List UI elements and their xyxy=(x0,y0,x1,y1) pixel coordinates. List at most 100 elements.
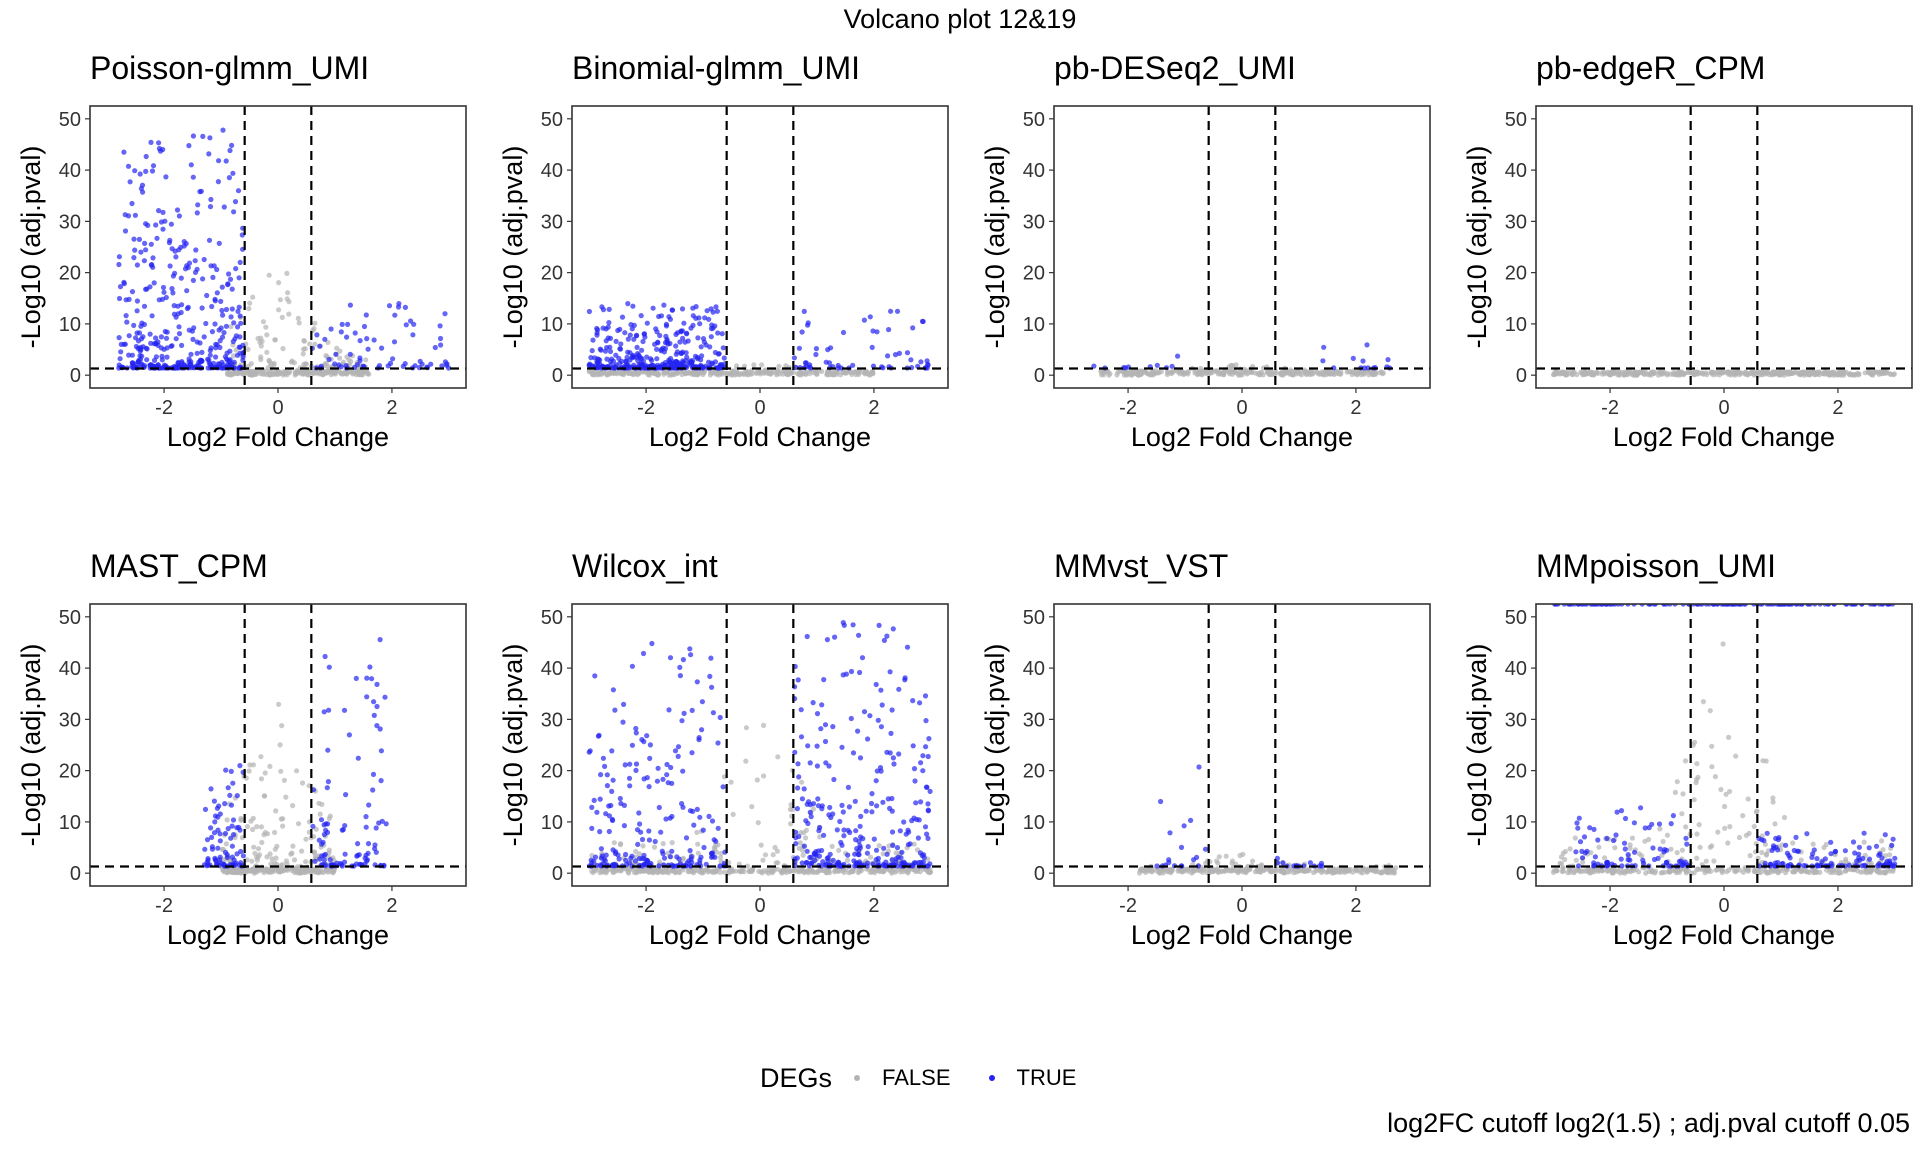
point-true xyxy=(338,329,344,335)
point-false xyxy=(586,368,592,374)
point-true xyxy=(1627,857,1633,863)
point-true xyxy=(841,827,847,833)
y-tick-label: 50 xyxy=(541,607,563,629)
x-tick-label: 2 xyxy=(1350,895,1361,917)
point-true xyxy=(639,737,645,743)
point-false xyxy=(876,843,882,849)
point-true xyxy=(591,797,597,803)
point-true xyxy=(323,821,329,827)
point-true xyxy=(212,321,218,327)
point-true xyxy=(227,276,234,282)
point-true xyxy=(129,360,135,366)
point-true xyxy=(1158,798,1164,805)
point-true xyxy=(118,349,124,355)
point-false xyxy=(305,869,311,875)
point-false xyxy=(264,854,270,860)
point-true xyxy=(709,360,715,366)
point-true xyxy=(603,338,609,344)
point-false xyxy=(664,869,670,875)
point-true xyxy=(840,329,847,336)
point-false xyxy=(711,369,717,375)
point-true xyxy=(910,698,916,704)
point-true xyxy=(125,163,132,169)
point-false xyxy=(1146,371,1152,377)
point-true xyxy=(222,801,228,807)
point-true xyxy=(151,341,157,347)
point-false xyxy=(1156,869,1162,876)
point-true xyxy=(640,650,647,657)
point-false xyxy=(273,855,279,861)
point-false xyxy=(617,842,624,848)
point-true xyxy=(798,707,804,713)
point-true xyxy=(219,334,226,340)
point-false xyxy=(1879,369,1885,375)
point-true xyxy=(1771,845,1777,851)
point-true xyxy=(184,288,190,294)
point-true xyxy=(193,247,199,253)
point-true xyxy=(215,179,221,185)
point-false xyxy=(256,868,262,874)
point-true xyxy=(1887,858,1893,864)
point-true xyxy=(808,814,814,820)
point-true xyxy=(626,775,633,781)
point-false xyxy=(323,868,329,874)
point-false xyxy=(299,780,306,786)
point-false xyxy=(1572,835,1578,841)
point-true xyxy=(719,331,725,337)
point-true xyxy=(1573,849,1579,855)
point-false xyxy=(1799,369,1805,376)
point-false xyxy=(636,851,643,857)
point-true xyxy=(229,286,235,292)
point-true xyxy=(698,344,704,350)
point-true xyxy=(136,330,143,336)
point-false xyxy=(1567,846,1573,852)
point-true xyxy=(151,280,157,286)
point-false xyxy=(762,852,769,858)
point-true xyxy=(190,174,196,180)
point-true xyxy=(890,842,896,848)
point-true xyxy=(638,313,644,319)
point-false xyxy=(775,866,781,872)
point-true xyxy=(635,841,641,847)
point-true xyxy=(1832,849,1838,855)
point-true xyxy=(885,353,891,359)
point-true xyxy=(597,346,603,352)
point-true xyxy=(880,365,886,371)
point-true xyxy=(869,791,875,797)
point-true xyxy=(658,829,664,835)
point-false xyxy=(1879,838,1885,844)
point-true xyxy=(216,158,222,164)
point-false xyxy=(1763,851,1769,857)
point-true xyxy=(840,620,846,626)
point-true xyxy=(596,364,602,371)
point-false xyxy=(1681,371,1687,377)
point-false xyxy=(672,869,678,875)
y-tick-label: 10 xyxy=(1023,314,1045,336)
point-true xyxy=(646,828,652,834)
point-false xyxy=(779,870,785,876)
point-true xyxy=(715,825,721,831)
point-true xyxy=(233,860,239,866)
point-true xyxy=(612,365,618,371)
y-tick-label: 20 xyxy=(59,761,81,783)
point-true xyxy=(646,784,652,790)
point-false xyxy=(761,722,767,728)
point-true xyxy=(713,838,719,844)
point-true xyxy=(600,307,607,313)
point-true xyxy=(160,365,166,371)
point-true xyxy=(219,284,225,290)
point-false xyxy=(1557,371,1563,377)
point-true xyxy=(627,761,633,767)
point-true xyxy=(339,321,345,327)
point-false xyxy=(326,815,332,822)
point-false xyxy=(1691,797,1697,803)
point-true xyxy=(192,269,199,275)
point-true xyxy=(920,859,926,865)
point-false xyxy=(1712,774,1718,780)
point-true xyxy=(1877,851,1883,857)
point-false xyxy=(323,360,329,367)
point-false xyxy=(1674,779,1680,785)
y-axis-label: -Log10 (adj.pval) xyxy=(16,644,46,847)
point-true xyxy=(363,312,369,318)
point-true xyxy=(873,857,879,863)
